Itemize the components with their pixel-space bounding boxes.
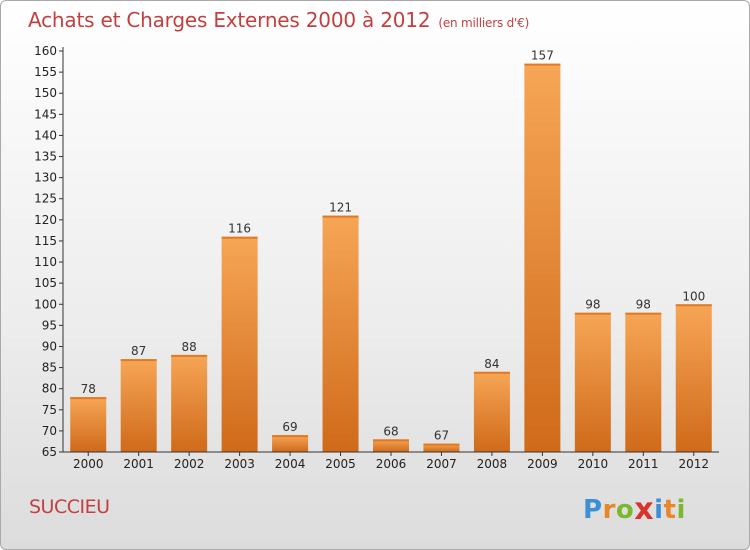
data-label-2007: 67: [434, 429, 449, 443]
bar-top-edge: [574, 312, 611, 315]
proxiti-logo: Proxiti: [583, 491, 686, 527]
x-tick-label-2003: 2003: [224, 457, 255, 471]
y-tick-label: 145: [34, 107, 57, 121]
bar-top-edge: [625, 312, 662, 315]
bar-2007: [423, 443, 460, 452]
logo-letter: i: [676, 495, 686, 525]
data-label-2002: 88: [182, 340, 197, 354]
y-tick-label: 125: [34, 192, 57, 206]
y-tick-label: 95: [42, 318, 57, 332]
y-tick-label: 115: [34, 234, 57, 248]
x-tick-label-2010: 2010: [578, 457, 609, 471]
y-tick-label: 90: [42, 339, 57, 353]
x-tick-label-2008: 2008: [477, 457, 508, 471]
data-label-2008: 84: [484, 357, 499, 371]
logo-letter: r: [602, 495, 616, 525]
y-tick-label: 135: [34, 150, 57, 164]
y-tick-label: 155: [34, 65, 57, 79]
bar-top-edge: [221, 236, 258, 239]
chart-title-text: Achats et Charges Externes 2000 à 2012: [28, 8, 431, 32]
x-tick-label-2012: 2012: [678, 457, 709, 471]
y-tick-label: 110: [34, 255, 57, 269]
x-tick-label-2006: 2006: [376, 457, 407, 471]
bar-top-edge: [322, 215, 359, 218]
bar-top-edge: [373, 439, 409, 442]
y-tick-label: 65: [42, 445, 57, 459]
bar-2010: [574, 312, 611, 452]
bar-top-edge: [423, 443, 460, 446]
data-label-2006: 68: [383, 424, 398, 438]
data-label-2001: 87: [131, 344, 146, 358]
bar-2001: [120, 359, 157, 452]
bar-2002: [171, 354, 208, 452]
x-tick-label-2009: 2009: [527, 457, 558, 471]
bar-2004: [272, 435, 309, 452]
bar-2012: [675, 304, 712, 452]
data-label-2000: 78: [81, 382, 96, 396]
logo-letter: i: [654, 495, 664, 525]
bars: [70, 63, 712, 453]
bar-top-edge: [675, 304, 712, 307]
bar-2011: [625, 312, 662, 452]
x-tick-label-2001: 2001: [123, 457, 154, 471]
data-label-2011: 98: [636, 298, 651, 312]
data-label-2009: 157: [531, 49, 554, 63]
logo-letter: t: [663, 495, 677, 525]
y-tick-label: 140: [34, 128, 57, 142]
bar-2008: [473, 371, 510, 452]
y-tick-label: 100: [34, 297, 57, 311]
commune-name: SUCCIEU: [29, 496, 110, 518]
data-label-2004: 69: [282, 420, 297, 434]
bar-top-edge: [524, 63, 561, 66]
y-tick-label: 150: [34, 86, 57, 100]
y-tick-label: 75: [42, 403, 57, 417]
x-tick-label-2004: 2004: [275, 457, 306, 471]
bar-2003: [221, 236, 258, 452]
logo-letter: P: [583, 495, 603, 525]
data-label-2010: 98: [585, 298, 600, 312]
data-label-2005: 121: [329, 201, 352, 215]
data-labels: 78 87 88 116 69 121 68 67 84 157 98 98 100: [81, 49, 706, 443]
bar-top-edge: [473, 371, 510, 374]
y-tick-label: 160: [34, 44, 57, 58]
bar-2005: [322, 215, 359, 452]
logo-letter: x: [634, 492, 655, 527]
data-label-2003: 116: [228, 222, 251, 236]
data-label-2012: 100: [682, 289, 705, 303]
bar-2009: [524, 63, 561, 453]
bar-top-edge: [120, 359, 157, 362]
x-axis-ticks: 2000 2001 2002 2003 2004 2005 2006 2007 2008 2009…: [73, 452, 709, 471]
bar-top-edge: [272, 435, 309, 438]
logo-letter: o: [615, 495, 635, 525]
bar-top-edge: [70, 397, 107, 400]
y-axis-ticks: 65 70 75 80 85 90 95 100 105 110 115 120 125 130 135 14…: [34, 44, 63, 459]
bar-2006: [373, 439, 409, 452]
y-tick-label: 85: [42, 361, 57, 375]
y-tick-label: 80: [42, 382, 57, 396]
x-tick-label-2011: 2011: [628, 457, 659, 471]
y-tick-label: 70: [42, 424, 57, 438]
y-tick-label: 105: [34, 276, 57, 290]
x-tick-label-2000: 2000: [73, 457, 104, 471]
chart-title: Achats et Charges Externes 2000 à 2012 (e…: [28, 8, 529, 32]
chart-subtitle: (en milliers d'€): [438, 16, 530, 30]
bar-top-edge: [171, 354, 208, 357]
y-tick-label: 130: [34, 171, 57, 185]
x-tick-label-2007: 2007: [426, 457, 457, 471]
y-tick-label: 120: [34, 213, 57, 227]
x-tick-label-2005: 2005: [325, 457, 356, 471]
bar-2000: [70, 397, 107, 452]
x-tick-label-2002: 2002: [174, 457, 205, 471]
